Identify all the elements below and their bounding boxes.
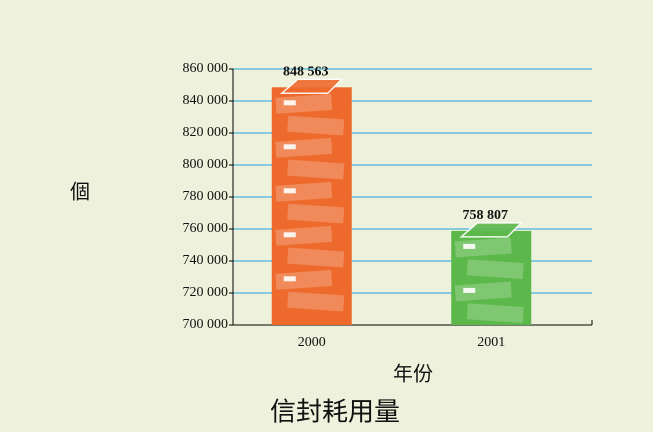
y-tick-label: 860 000 xyxy=(183,61,229,76)
x-axis-label: 年份 xyxy=(393,362,433,386)
y-tick-label: 780 000 xyxy=(183,189,229,204)
x-tick-label: 2000 xyxy=(298,335,326,350)
envelope-window xyxy=(284,232,296,237)
envelope-window xyxy=(463,288,475,293)
envelope-window xyxy=(284,276,296,281)
envelope-window xyxy=(463,244,475,249)
chart-title: 信封耗用量 xyxy=(270,398,400,428)
y-tick-label: 700 000 xyxy=(183,317,229,332)
y-tick-label: 820 000 xyxy=(183,125,229,140)
y-tick-label: 740 000 xyxy=(183,253,229,268)
y-tick-label: 760 000 xyxy=(183,221,229,236)
envelope-window xyxy=(284,144,296,149)
y-tick-label: 720 000 xyxy=(183,285,229,300)
y-tick-label: 840 000 xyxy=(183,93,229,108)
y-tick-label: 800 000 xyxy=(183,157,229,172)
chart: 個 年份 信封耗用量 700 000 720 000 740 000 760 000 7… xyxy=(0,0,653,432)
envelope-window xyxy=(284,188,296,193)
envelope-window xyxy=(284,100,296,105)
value-label: 758 807 xyxy=(463,208,509,223)
y-axis-label: 個 xyxy=(70,180,90,204)
value-label: 848 563 xyxy=(283,65,329,80)
x-tick-label: 2001 xyxy=(477,335,505,350)
